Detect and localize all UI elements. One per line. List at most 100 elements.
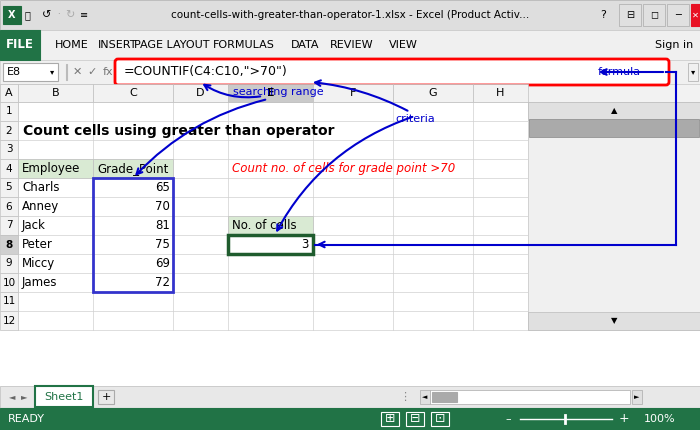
- Bar: [228, 84, 313, 102]
- Bar: [3, 6, 21, 24]
- Bar: [228, 216, 313, 235]
- Text: 10: 10: [2, 277, 15, 288]
- Text: 3: 3: [6, 144, 13, 154]
- Text: ✕: ✕: [692, 10, 699, 19]
- Text: Grade_Point: Grade_Point: [97, 162, 169, 175]
- Bar: [0, 84, 18, 102]
- Bar: [0, 178, 18, 197]
- Text: A: A: [5, 88, 13, 98]
- Bar: [313, 84, 393, 102]
- Bar: [66, 64, 67, 80]
- Bar: [3, 63, 58, 81]
- Text: ▾: ▾: [50, 68, 54, 77]
- Text: formula: formula: [598, 67, 641, 77]
- Bar: [643, 4, 665, 26]
- Text: 69: 69: [155, 257, 170, 270]
- Text: ↺: ↺: [42, 10, 51, 20]
- Bar: [0, 235, 18, 254]
- Text: G: G: [428, 88, 438, 98]
- Text: FORMULAS: FORMULAS: [213, 40, 275, 50]
- Bar: [0, 60, 700, 84]
- Text: 81: 81: [155, 219, 170, 232]
- Bar: [0, 386, 700, 408]
- Text: Miccy: Miccy: [22, 257, 55, 270]
- Bar: [529, 119, 699, 137]
- Text: ⊟: ⊟: [410, 412, 420, 426]
- Bar: [0, 408, 700, 430]
- Text: E8: E8: [7, 67, 21, 77]
- Bar: [0, 197, 18, 216]
- Text: +: +: [102, 392, 111, 402]
- Text: ↻: ↻: [65, 10, 74, 20]
- Bar: [0, 159, 18, 178]
- Text: James: James: [22, 276, 57, 289]
- Bar: [18, 84, 93, 102]
- Bar: [0, 216, 18, 235]
- Bar: [528, 102, 700, 120]
- Bar: [667, 4, 689, 26]
- Text: READY: READY: [8, 414, 45, 424]
- Bar: [228, 235, 313, 254]
- Text: Employee: Employee: [22, 162, 80, 175]
- Text: Sign in: Sign in: [655, 40, 693, 50]
- Text: ─: ─: [675, 10, 681, 20]
- Text: FILE: FILE: [6, 39, 34, 52]
- Text: 4: 4: [6, 163, 13, 173]
- Bar: [93, 84, 173, 102]
- Bar: [18, 159, 93, 178]
- Bar: [688, 63, 698, 81]
- Bar: [0, 30, 40, 60]
- Bar: [691, 4, 700, 26]
- Bar: [0, 84, 700, 102]
- Text: VIEW: VIEW: [389, 40, 417, 50]
- Text: 70: 70: [155, 200, 170, 213]
- Bar: [173, 84, 228, 102]
- Text: ≡: ≡: [80, 10, 88, 20]
- Bar: [0, 273, 18, 292]
- Bar: [473, 84, 528, 102]
- Text: ?: ?: [600, 10, 606, 20]
- Text: ◄: ◄: [422, 394, 428, 400]
- Text: Jack: Jack: [22, 219, 46, 232]
- Text: Sheet1: Sheet1: [44, 392, 84, 402]
- Text: ►: ►: [634, 394, 640, 400]
- Text: No. of cells: No. of cells: [232, 219, 297, 232]
- Text: =COUNTIF(C4:C10,">70"): =COUNTIF(C4:C10,">70"): [124, 65, 288, 79]
- Text: ⊞: ⊞: [385, 412, 396, 426]
- Bar: [0, 140, 18, 159]
- Text: D: D: [196, 88, 204, 98]
- Bar: [430, 390, 630, 404]
- Bar: [393, 84, 473, 102]
- Text: 2: 2: [6, 126, 13, 135]
- Text: Count cells using greater than operator: Count cells using greater than operator: [23, 123, 335, 138]
- Text: 🖫: 🖫: [25, 10, 31, 20]
- Bar: [406, 412, 424, 426]
- Bar: [93, 178, 173, 292]
- Text: 9: 9: [6, 258, 13, 268]
- Text: INSERT: INSERT: [98, 40, 138, 50]
- Text: ✓: ✓: [88, 67, 97, 77]
- Text: 7: 7: [6, 221, 13, 230]
- Bar: [528, 102, 700, 330]
- FancyBboxPatch shape: [115, 59, 669, 85]
- Bar: [98, 390, 114, 404]
- Bar: [93, 159, 173, 178]
- Text: X: X: [8, 10, 15, 20]
- Text: ⋮: ⋮: [400, 392, 411, 402]
- Text: ▲: ▲: [610, 107, 617, 116]
- Text: criteria: criteria: [395, 114, 435, 124]
- Text: +: +: [619, 412, 629, 426]
- Bar: [0, 102, 18, 121]
- Bar: [35, 386, 93, 407]
- Bar: [0, 0, 700, 30]
- Text: searching range: searching range: [232, 87, 323, 97]
- Text: 6: 6: [6, 202, 13, 212]
- Text: ▾: ▾: [691, 68, 695, 77]
- Bar: [0, 292, 18, 311]
- Text: count-cells-with-greater-than-operator-1.xlsx - Excel (Product Activ...: count-cells-with-greater-than-operator-1…: [171, 10, 529, 20]
- Text: –: –: [505, 414, 511, 424]
- Text: Peter: Peter: [22, 238, 53, 251]
- Text: F: F: [350, 88, 356, 98]
- Bar: [528, 312, 700, 330]
- Text: E: E: [267, 88, 274, 98]
